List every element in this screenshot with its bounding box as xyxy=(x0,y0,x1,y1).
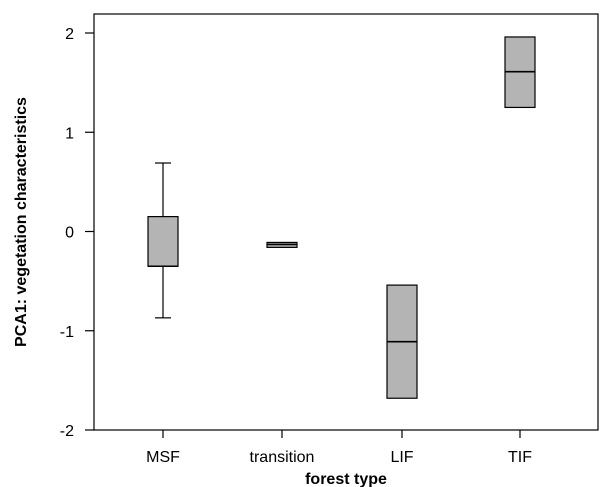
y-tick-label: 0 xyxy=(65,225,74,242)
x-tick-label: MSF xyxy=(146,449,180,466)
y-tick-label: -1 xyxy=(60,324,74,341)
x-axis: MSF transition LIF TIF xyxy=(146,430,532,466)
x-tick-label: TIF xyxy=(508,449,532,466)
x-tick-label: LIF xyxy=(390,449,413,466)
y-tick-label: 1 xyxy=(65,125,74,142)
x-axis-title: forest type xyxy=(305,471,387,487)
y-tick-label: -2 xyxy=(60,423,74,440)
y-axis-title: PCA1: vegetation characteristics xyxy=(13,97,30,347)
x-tick-label: transition xyxy=(250,449,315,466)
y-tick-label: 2 xyxy=(65,26,74,43)
plot-frame xyxy=(93,13,599,431)
box-msf xyxy=(147,216,179,267)
y-axis: 2 1 0 -1 -2 xyxy=(60,26,94,440)
boxes-group xyxy=(147,36,536,399)
